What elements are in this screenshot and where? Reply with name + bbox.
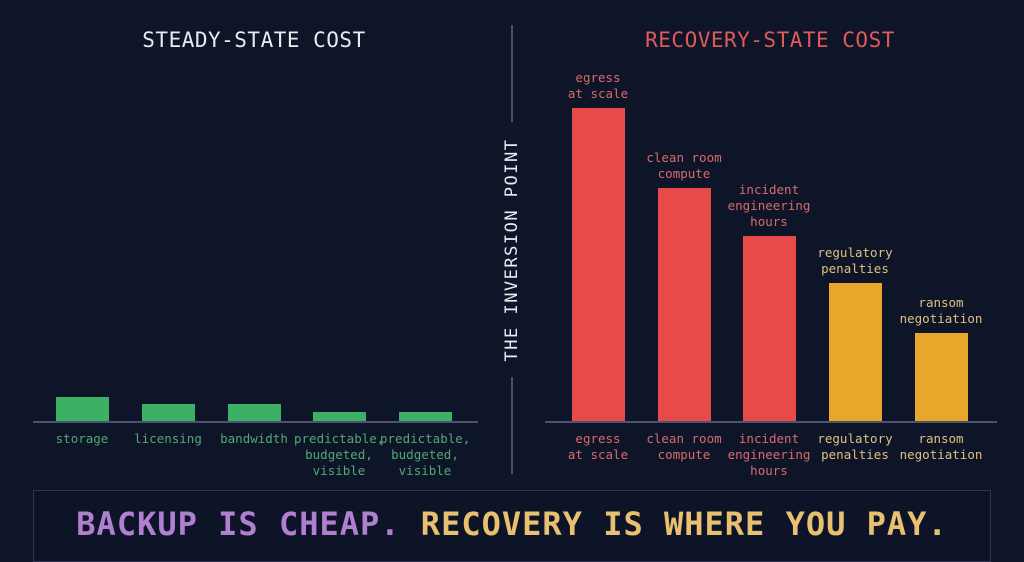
steady-bar: [313, 412, 366, 421]
recovery-bar: [572, 108, 625, 421]
recovery-bar: [915, 333, 968, 421]
recovery-bar-annotation: incident engineering hours: [727, 182, 811, 229]
steady-category-label: predictable, budgeted, visible: [294, 431, 385, 478]
recovery-bar-annotation: ransom negotiation: [899, 295, 983, 326]
steady-bar: [228, 404, 281, 421]
tagline-recovery: RECOVERY IS WHERE YOU PAY.: [420, 505, 948, 543]
steady-bar: [399, 412, 452, 421]
recovery-bar: [743, 236, 796, 421]
steady-baseline: [33, 421, 478, 423]
recovery-bar: [829, 283, 882, 421]
tagline-banner: BACKUP IS CHEAP. RECOVERY IS WHERE YOU P…: [33, 490, 991, 562]
steady-bar: [56, 397, 109, 421]
divider-line-bottom: [511, 377, 513, 474]
recovery-bar-annotation: regulatory penalties: [817, 245, 893, 276]
recovery-category-label: ransom negotiation: [899, 431, 983, 462]
steady-category-label: bandwidth: [220, 431, 288, 446]
recovery-bar: [658, 188, 711, 421]
steady-state-title: STEADY-STATE COST: [142, 28, 366, 52]
steady-category-label: storage: [55, 431, 109, 446]
recovery-category-label: egress at scale: [567, 431, 629, 462]
recovery-bar-annotation: clean room compute: [646, 150, 722, 181]
recovery-state-title: RECOVERY-STATE COST: [645, 28, 895, 52]
tagline-backup: BACKUP IS CHEAP.: [76, 505, 401, 543]
steady-category-label: licensing: [134, 431, 202, 446]
recovery-category-label: regulatory penalties: [817, 431, 893, 462]
inversion-point-label: THE INVERSION POINT: [502, 138, 522, 362]
recovery-baseline: [545, 421, 997, 423]
divider-line-top: [511, 25, 513, 122]
recovery-category-label: incident engineering hours: [727, 431, 811, 478]
steady-category-label: predictable, budgeted, visible: [380, 431, 471, 478]
recovery-bar-annotation: egress at scale: [567, 70, 629, 101]
recovery-category-label: clean room compute: [646, 431, 722, 462]
steady-bar: [142, 404, 195, 421]
